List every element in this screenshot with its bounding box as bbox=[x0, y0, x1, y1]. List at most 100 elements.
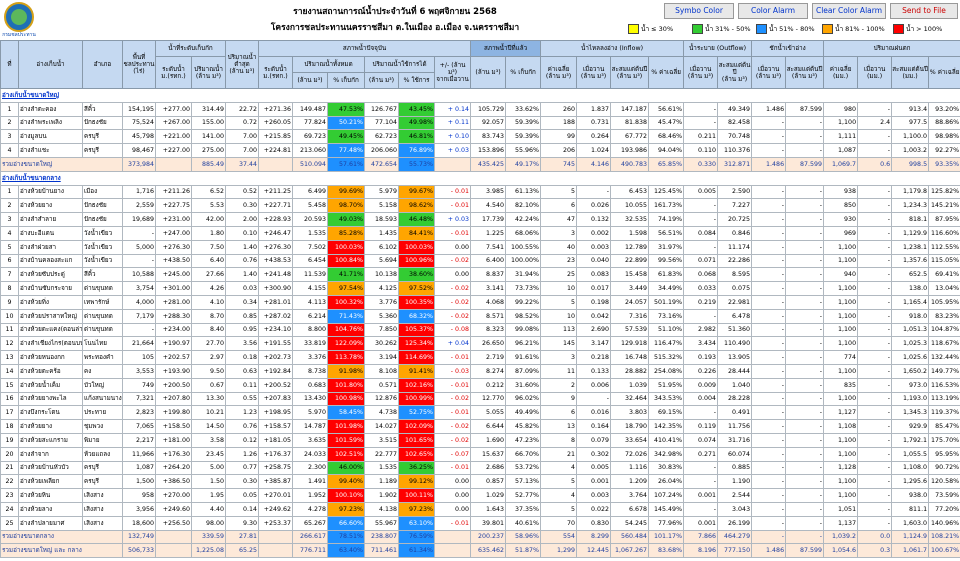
cell: 22.72 bbox=[225, 101, 259, 117]
header-cell: อ่างเก็บน้ำ bbox=[18, 40, 83, 89]
cell: +288.30 bbox=[155, 308, 192, 324]
cell: 50.21% bbox=[327, 115, 365, 131]
cell: 116.60% bbox=[928, 225, 960, 241]
cell: 3.56 bbox=[225, 336, 259, 352]
row: 24 อ่างห้วยลาง เสิงสาง 3,956 +249.60 4.40 0.14… bbox=[0, 501, 960, 517]
cell: 126.767 bbox=[364, 101, 399, 117]
cell: - bbox=[785, 432, 825, 448]
cell: 67.772 bbox=[610, 129, 650, 145]
cell: 1.952 bbox=[292, 488, 328, 503]
cell: 100.67% bbox=[928, 543, 960, 559]
cell: 95.95% bbox=[928, 446, 960, 462]
row: 6 อ่างบ้านคลองสะแก วังน้ำเขียว - +438.50 6.40… bbox=[0, 253, 960, 269]
cell: 1.837 bbox=[576, 101, 612, 117]
cell: อ่างห้วยตะแคง(ตอนล่าง) bbox=[18, 322, 83, 338]
cell: 938.0 bbox=[891, 488, 930, 503]
cell: 104.76% bbox=[327, 322, 365, 338]
cell: 100.03% bbox=[327, 239, 365, 255]
header-cell: น้ำระบาย (Outflow) bbox=[683, 40, 753, 57]
header-cell: เมื่อวาน (มม.) bbox=[857, 56, 893, 89]
cell: อ่างบะอีแตน bbox=[18, 225, 83, 241]
cell: 138.0 bbox=[891, 281, 930, 296]
cell: +249.60 bbox=[155, 501, 192, 517]
cell: - bbox=[785, 446, 825, 462]
cell: 58.96% bbox=[505, 529, 542, 545]
cell: 54.245 bbox=[610, 515, 650, 531]
logo-caption: กรมชลประทาน bbox=[2, 32, 36, 38]
cell: - 0.02 bbox=[433, 419, 472, 434]
cell: 107.24% bbox=[648, 488, 685, 503]
cell: อ่างห้วยบ้านหัวบัว bbox=[18, 460, 83, 476]
cell: +181.00 bbox=[155, 432, 192, 448]
cell: 92.057 bbox=[470, 115, 507, 131]
cell: - bbox=[857, 101, 893, 117]
cell: 25 bbox=[540, 267, 578, 283]
cell: 3,754 bbox=[122, 281, 156, 296]
cell: + 0.10 bbox=[433, 129, 472, 145]
cell: - 0.02 bbox=[433, 294, 472, 310]
cell: 110.490 bbox=[717, 336, 753, 352]
cell: 11 bbox=[0, 322, 19, 338]
cell: 93.20% bbox=[928, 101, 960, 117]
row: 12 อ่างลำเชียงไกร(ตอนบน) โนนไทย 21,664 +190.… bbox=[0, 336, 960, 352]
cell: 66.60% bbox=[327, 515, 365, 531]
cell: - bbox=[751, 308, 787, 324]
cell: 8.299 bbox=[576, 529, 612, 545]
cell: 1,137 bbox=[823, 515, 859, 531]
cell: 45.82% bbox=[505, 419, 542, 434]
header-cell: สะสมแต่ต้นปี (ล้าน ม³) bbox=[717, 56, 753, 89]
cell: 99.12% bbox=[398, 474, 435, 490]
legend-item: น้ำ ≤ 30% bbox=[628, 23, 673, 35]
cell: +234.10 bbox=[258, 322, 293, 338]
header-cell: ที่ bbox=[0, 40, 19, 89]
cell: - bbox=[751, 143, 787, 158]
cell: 18 bbox=[0, 419, 19, 434]
cell: 175.70% bbox=[928, 432, 960, 448]
cell: +256.50 bbox=[155, 515, 192, 531]
header-cell: ระดับน้ำ ม.(รทก.) bbox=[258, 56, 293, 89]
cell: 81.838 bbox=[610, 115, 650, 131]
cell: 100.03% bbox=[398, 239, 435, 255]
cell: - bbox=[751, 377, 787, 393]
cell: 56.51% bbox=[648, 225, 685, 241]
header-cell: ค่าเฉลี่ย (มม.) bbox=[823, 56, 859, 89]
cell: 0.302 bbox=[576, 446, 612, 462]
header-cell: ชักน้ำเข้าอ่าง bbox=[751, 40, 825, 57]
cell: 116.53% bbox=[928, 377, 960, 393]
cell: 1,061.7 bbox=[891, 543, 930, 559]
button[interactable]: Color Alarm bbox=[738, 3, 808, 19]
cell: 0.084 bbox=[683, 225, 719, 241]
cell: 47.53% bbox=[327, 101, 365, 117]
cell: - 0.01 bbox=[433, 377, 472, 393]
cell: 0.95 bbox=[225, 322, 259, 338]
cell: 24 bbox=[0, 501, 19, 517]
cell: - bbox=[857, 501, 893, 517]
button[interactable]: Send to File bbox=[890, 3, 958, 19]
legend-swatch bbox=[692, 24, 703, 34]
cell: 132,749 bbox=[122, 529, 156, 545]
cell: 0.03 bbox=[225, 281, 259, 296]
cell: อ่างห้วยยางพะไล bbox=[18, 391, 83, 407]
cell: 0.85 bbox=[225, 308, 259, 324]
cell: 82.10% bbox=[505, 198, 542, 214]
cell: 8.196 bbox=[683, 543, 719, 559]
cell: 42.00 bbox=[191, 212, 226, 227]
cell: 13.04% bbox=[928, 281, 960, 296]
cell: 10,588 bbox=[122, 267, 156, 283]
cell: 0.211 bbox=[683, 129, 719, 145]
cell: - bbox=[857, 267, 893, 283]
cell: อ่างห้วยน้ำเค็ม bbox=[18, 377, 83, 393]
cell: 1,100 bbox=[823, 115, 859, 131]
cell: 0.004 bbox=[683, 391, 719, 407]
cell: 6.644 bbox=[470, 419, 507, 434]
cell: 26.04% bbox=[648, 474, 685, 490]
cell: 59.39% bbox=[505, 115, 542, 131]
cell: +241.48 bbox=[258, 267, 293, 283]
button[interactable]: Symbo Color bbox=[664, 3, 734, 19]
cell: 21 bbox=[540, 446, 578, 462]
cell: 97.54% bbox=[327, 281, 365, 296]
button[interactable]: Clear Color Alarm bbox=[812, 3, 886, 19]
cell: 57.13% bbox=[505, 474, 542, 490]
cell: 101.98% bbox=[327, 419, 365, 434]
cell: 4.125 bbox=[364, 281, 399, 296]
